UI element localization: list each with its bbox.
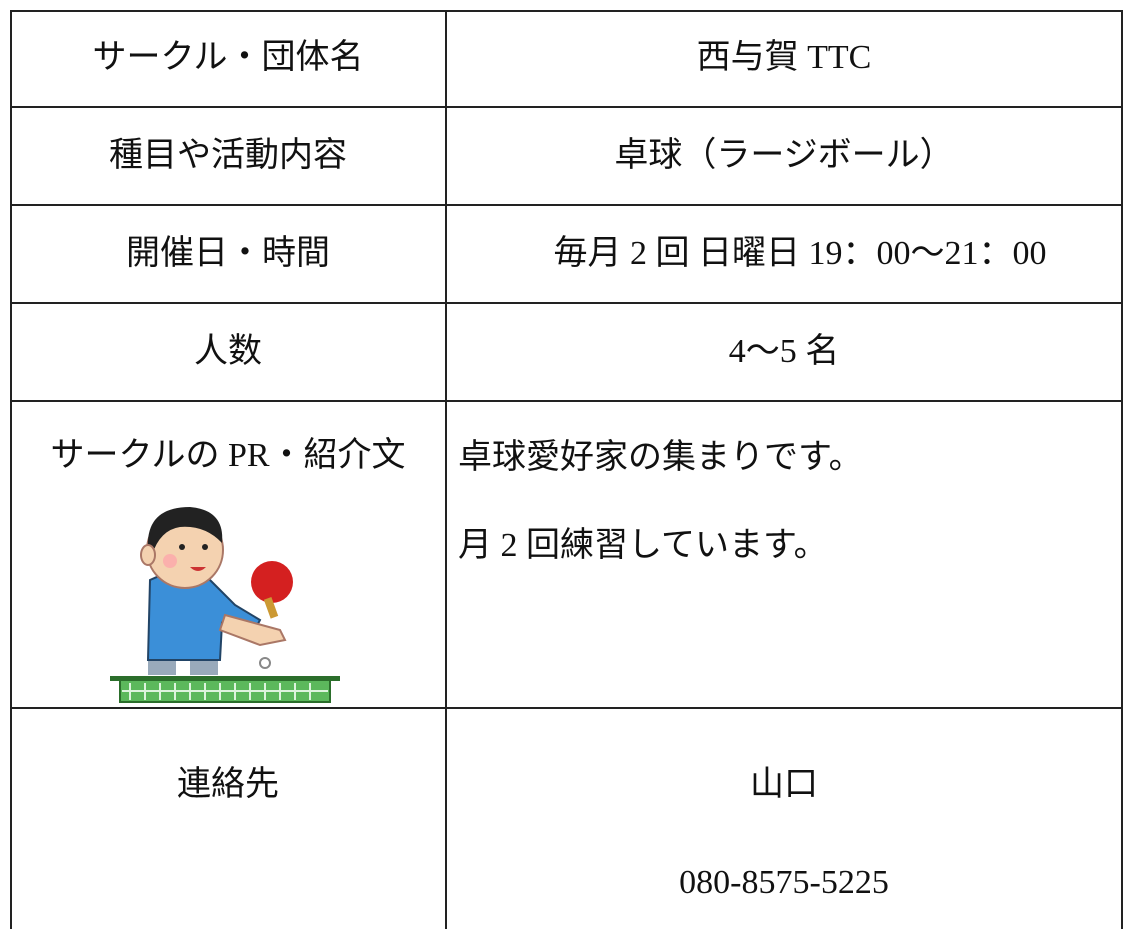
row-value: 月 2 回練習しています。 <box>458 527 828 564</box>
table-border <box>10 707 1122 709</box>
row-label: 種目や活動内容 <box>109 137 347 174</box>
row-label: サークル・団体名 <box>92 39 364 76</box>
table-border <box>10 400 1122 402</box>
table-border <box>10 204 1122 206</box>
table-border <box>10 10 1122 12</box>
row-label: 開催日・時間 <box>126 235 330 272</box>
row-value: 4～5 名 <box>728 333 840 370</box>
row-value: 卓球愛好家の集まりです。 <box>458 439 863 476</box>
table-tennis-illustration <box>110 507 340 703</box>
row-label: 人数 <box>194 333 262 370</box>
table-border <box>10 106 1122 108</box>
row-value: 山口 <box>750 766 818 803</box>
row-value: 毎月 2 回 日曜日 19：00～21：00 <box>553 235 1047 272</box>
table-border <box>445 10 447 929</box>
table-border <box>10 10 12 929</box>
row-label: 連絡先 <box>177 766 279 803</box>
row-label: サークルの PR・紹介文 <box>50 437 406 474</box>
row-value: 卓球（ラージボール） <box>614 137 954 174</box>
row-value: 080-8575-5225 <box>679 864 889 901</box>
table-border <box>10 302 1122 304</box>
row-value: 西与賀 TTC <box>696 39 872 76</box>
table-border <box>1121 10 1123 929</box>
